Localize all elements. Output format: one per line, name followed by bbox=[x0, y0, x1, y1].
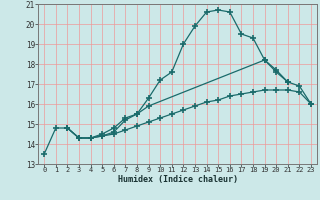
X-axis label: Humidex (Indice chaleur): Humidex (Indice chaleur) bbox=[118, 175, 238, 184]
